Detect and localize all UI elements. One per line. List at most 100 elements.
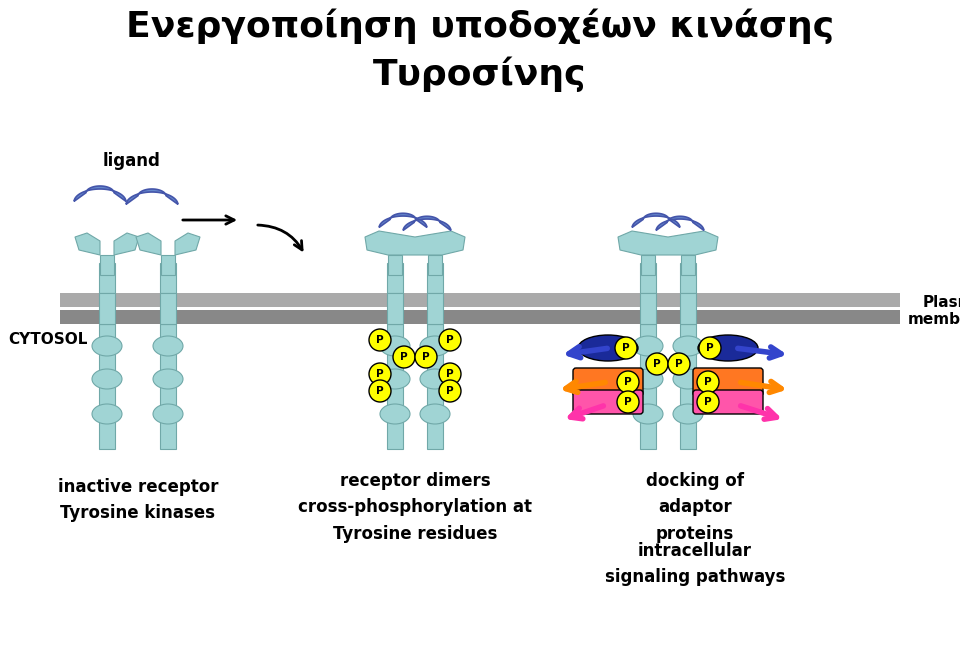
FancyBboxPatch shape	[573, 390, 643, 414]
Polygon shape	[403, 216, 451, 231]
Polygon shape	[126, 189, 178, 204]
Bar	[99, 293, 115, 324]
Bar	[60, 293, 900, 307]
Bar	[640, 324, 656, 449]
Bar	[640, 293, 656, 324]
Text: ligand: ligand	[103, 152, 161, 170]
Ellipse shape	[92, 369, 122, 389]
Text: P: P	[705, 377, 711, 387]
Polygon shape	[656, 216, 704, 231]
Polygon shape	[175, 233, 200, 255]
Bar	[160, 293, 176, 324]
Ellipse shape	[380, 404, 410, 424]
Circle shape	[646, 353, 668, 375]
Text: P: P	[422, 352, 430, 362]
Bar	[427, 293, 443, 324]
FancyBboxPatch shape	[693, 368, 763, 396]
Circle shape	[369, 363, 391, 385]
Text: P: P	[376, 335, 384, 345]
Text: Ενεργοποίηση υποδοχέων κινάσης: Ενεργοποίηση υποδοχέων κινάσης	[126, 8, 834, 44]
Ellipse shape	[673, 369, 703, 389]
Bar	[640, 263, 656, 293]
Text: P: P	[653, 359, 660, 369]
Circle shape	[369, 380, 391, 402]
Text: P: P	[446, 386, 454, 396]
Text: P: P	[624, 397, 632, 407]
Circle shape	[369, 329, 391, 351]
Bar	[99, 263, 115, 293]
Circle shape	[415, 346, 437, 368]
Bar	[681, 255, 695, 275]
Ellipse shape	[153, 336, 183, 356]
Ellipse shape	[153, 369, 183, 389]
Text: P: P	[707, 343, 714, 353]
Bar	[99, 324, 115, 449]
Text: Τυροσίνης: Τυροσίνης	[373, 56, 587, 91]
Text: Plasma
membrane: Plasma membrane	[908, 295, 960, 327]
Bar	[427, 263, 443, 293]
Polygon shape	[365, 231, 465, 255]
Circle shape	[697, 391, 719, 413]
Ellipse shape	[633, 336, 663, 356]
Ellipse shape	[92, 336, 122, 356]
Polygon shape	[136, 233, 161, 255]
FancyBboxPatch shape	[573, 368, 643, 396]
Text: P: P	[705, 397, 711, 407]
Circle shape	[697, 371, 719, 393]
Text: P: P	[400, 352, 408, 362]
Ellipse shape	[698, 335, 758, 361]
Polygon shape	[632, 214, 680, 227]
Bar	[680, 293, 696, 324]
Circle shape	[668, 353, 690, 375]
Bar	[387, 324, 403, 449]
Ellipse shape	[633, 404, 663, 424]
Polygon shape	[379, 214, 427, 227]
Bar	[427, 324, 443, 449]
Text: inactive receptor
Tyrosine kinases: inactive receptor Tyrosine kinases	[58, 478, 218, 522]
Ellipse shape	[92, 404, 122, 424]
Bar	[641, 255, 655, 275]
Circle shape	[699, 337, 721, 359]
Circle shape	[617, 391, 639, 413]
Ellipse shape	[380, 336, 410, 356]
Text: P: P	[376, 386, 384, 396]
Ellipse shape	[380, 369, 410, 389]
Ellipse shape	[633, 369, 663, 389]
Bar	[100, 255, 114, 275]
Ellipse shape	[420, 369, 450, 389]
Text: P: P	[622, 343, 630, 353]
Polygon shape	[618, 231, 718, 255]
Text: P: P	[446, 335, 454, 345]
Ellipse shape	[420, 404, 450, 424]
Ellipse shape	[578, 335, 638, 361]
Polygon shape	[114, 233, 139, 255]
Text: intracellular
signaling pathways: intracellular signaling pathways	[605, 542, 785, 586]
FancyBboxPatch shape	[693, 390, 763, 414]
Text: CYTOSOL: CYTOSOL	[8, 332, 87, 348]
Text: P: P	[446, 369, 454, 379]
Circle shape	[393, 346, 415, 368]
Bar	[160, 263, 176, 293]
Text: P: P	[376, 369, 384, 379]
Circle shape	[439, 329, 461, 351]
Bar	[60, 310, 900, 324]
Text: receptor dimers
cross-phosphorylation at
Tyrosine residues: receptor dimers cross-phosphorylation at…	[298, 472, 532, 543]
Circle shape	[439, 363, 461, 385]
Polygon shape	[74, 186, 126, 202]
Bar	[387, 263, 403, 293]
Polygon shape	[75, 233, 100, 255]
Bar	[387, 293, 403, 324]
Bar	[160, 324, 176, 449]
Ellipse shape	[673, 404, 703, 424]
Text: P: P	[624, 377, 632, 387]
Bar	[680, 263, 696, 293]
Ellipse shape	[673, 336, 703, 356]
Bar	[388, 255, 402, 275]
Circle shape	[615, 337, 637, 359]
Bar	[428, 255, 442, 275]
Bar	[161, 255, 175, 275]
Circle shape	[617, 371, 639, 393]
Circle shape	[439, 380, 461, 402]
Text: docking of
adaptor
proteins: docking of adaptor proteins	[646, 472, 744, 543]
Bar	[680, 324, 696, 449]
